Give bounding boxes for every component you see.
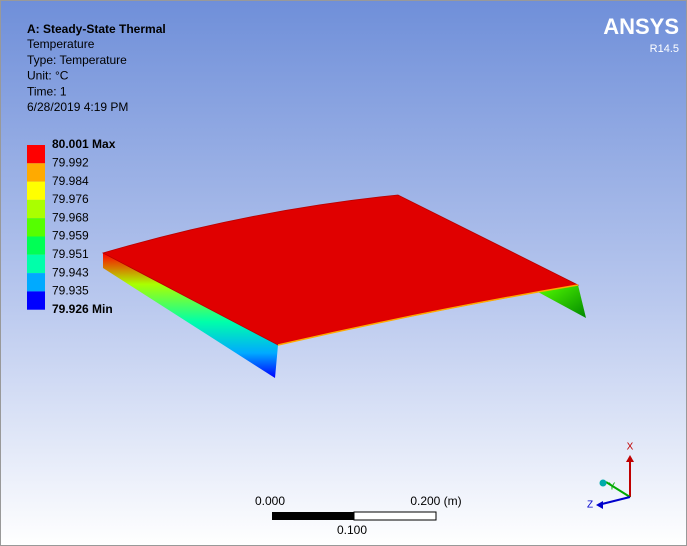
logo-version: R14.5 <box>650 43 679 55</box>
header-line: Time: 1 <box>27 84 67 98</box>
triad-z-label: Z <box>587 500 593 511</box>
triad-y-label: Y <box>609 482 616 493</box>
triad-y-head <box>600 480 607 487</box>
legend-swatch <box>27 237 45 255</box>
viewport: A: Steady-State Thermal Temperature Type:… <box>0 0 687 546</box>
legend-swatch <box>27 273 45 291</box>
scale-end: 0.200 (m) <box>410 494 461 508</box>
legend-label: 79.951 <box>52 247 89 261</box>
triad-x-label: X <box>627 442 634 453</box>
scale-bar-white <box>354 512 436 520</box>
logo: ANSYS <box>603 14 679 39</box>
scale-start: 0.000 <box>255 494 285 508</box>
legend-label: 80.001 Max <box>52 137 116 151</box>
legend-label: 79.992 <box>52 155 89 169</box>
header-line: Type: Temperature <box>27 53 127 67</box>
scale-middle: 0.100 <box>337 523 367 537</box>
legend-swatch <box>27 200 45 218</box>
legend-swatch <box>27 145 45 163</box>
legend-label: 79.926 Min <box>52 302 113 316</box>
scale-bar-black <box>272 512 354 520</box>
legend-label: 79.984 <box>52 174 89 188</box>
header-line: Temperature <box>27 37 95 51</box>
legend-swatch <box>27 291 45 309</box>
legend-swatch <box>27 182 45 200</box>
header-title: A: Steady-State Thermal <box>27 22 166 36</box>
legend-label: 79.976 <box>52 192 89 206</box>
legend-label: 79.943 <box>52 265 89 279</box>
legend-swatch <box>27 255 45 273</box>
legend-swatch <box>27 218 45 236</box>
header-line: 6/28/2019 4:19 PM <box>27 100 128 114</box>
legend-label: 79.968 <box>52 210 89 224</box>
header-line: Unit: °C <box>27 69 69 83</box>
legend-label: 79.935 <box>52 284 89 298</box>
legend-label: 79.959 <box>52 229 89 243</box>
legend-swatch <box>27 163 45 181</box>
